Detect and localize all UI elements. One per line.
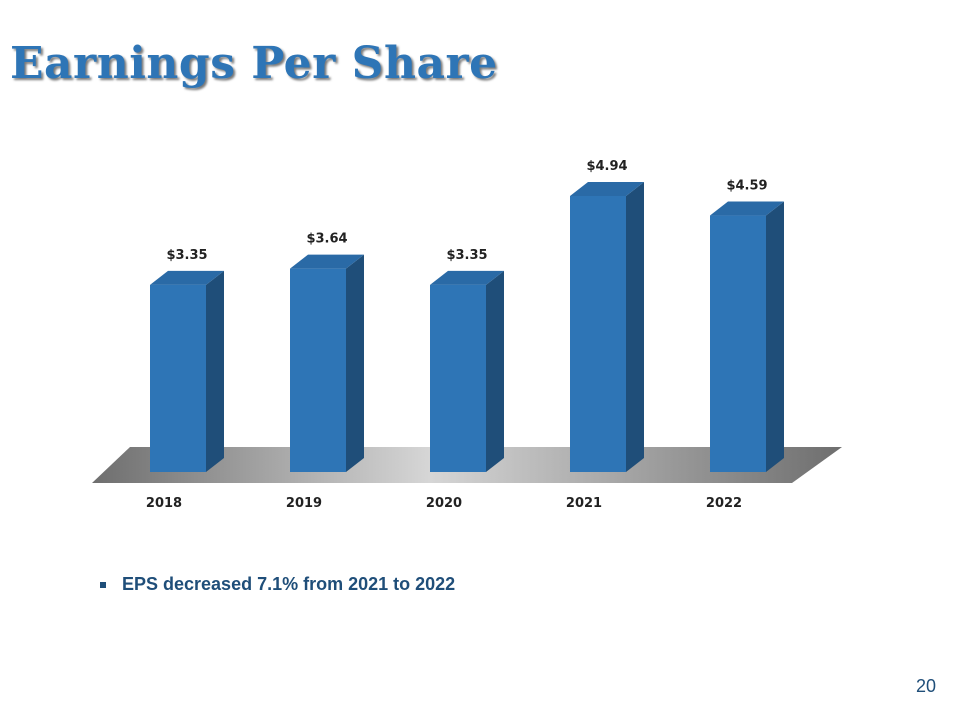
bar-front-face	[710, 215, 766, 472]
page-number: 20	[915, 676, 936, 696]
data-label-2021: $4.94	[586, 159, 627, 174]
x-tick-2020: 2020	[426, 496, 462, 511]
data-label-2020: $3.35	[446, 248, 487, 263]
data-label-2019: $3.64	[306, 232, 347, 247]
bar-top-face	[710, 201, 784, 216]
bar-2018	[150, 270, 224, 472]
data-label-2022: $4.59	[726, 179, 767, 194]
bullet-item: EPS decreased 7.1% from 2021 to 2022	[100, 574, 455, 595]
bar-front-face	[570, 196, 626, 472]
bar-front-face	[290, 268, 346, 472]
bar-side-face	[346, 254, 364, 472]
x-tick-2018: 2018	[146, 496, 182, 511]
bar-side-face	[626, 182, 644, 472]
x-tick-labels-layer: 2018 2019 2020 2021 2022	[146, 496, 742, 511]
bar-side-face	[486, 270, 504, 472]
bar-top-face	[430, 270, 504, 285]
bar-top-face	[290, 254, 364, 269]
bars-layer	[150, 182, 784, 472]
bullet-square-icon	[100, 581, 106, 588]
bar-2021	[570, 182, 644, 472]
x-tick-2022: 2022	[706, 496, 742, 511]
bullet-list: EPS decreased 7.1% from 2021 to 2022	[100, 574, 455, 595]
slide-title: Earnings Per Share	[10, 38, 498, 89]
x-tick-2019: 2019	[286, 496, 322, 511]
bar-front-face	[430, 284, 486, 472]
bar-top-face	[150, 270, 224, 285]
bar-2020	[430, 270, 504, 472]
bullet-text: EPS decreased 7.1% from 2021 to 2022	[122, 574, 456, 594]
bar-top-face	[570, 182, 644, 196]
bar-side-face	[206, 270, 224, 472]
bar-front-face	[150, 284, 206, 472]
eps-bar-chart: $3.35$3.64$3.35$4.94$4.59 2018 2019 2020 20…	[92, 159, 842, 511]
bar-2019	[290, 254, 364, 472]
data-label-2018: $3.35	[166, 248, 207, 263]
bar-side-face	[766, 201, 784, 472]
bar-2022	[710, 201, 784, 472]
x-tick-2021: 2021	[566, 496, 602, 511]
data-labels-layer: $3.35 $3.64 $3.35 $4.94 $4.59	[166, 159, 767, 263]
